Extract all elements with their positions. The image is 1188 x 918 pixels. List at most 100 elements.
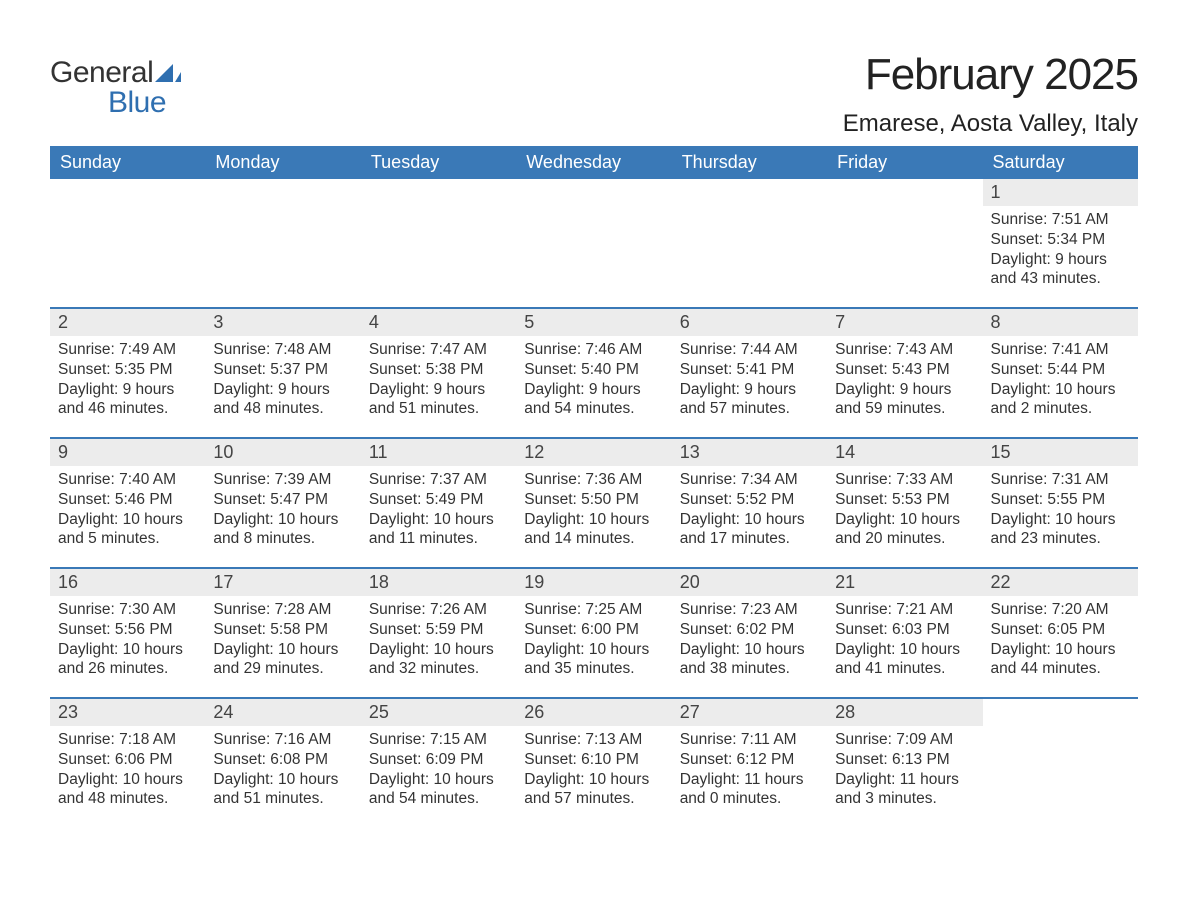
d2-line: and 35 minutes.: [524, 659, 663, 679]
d2-line: and 46 minutes.: [58, 399, 197, 419]
d1-line: Daylight: 10 hours: [369, 770, 508, 790]
day-body: Sunrise: 7:11 AMSunset: 6:12 PMDaylight:…: [672, 726, 827, 809]
day-body: Sunrise: 7:34 AMSunset: 5:52 PMDaylight:…: [672, 466, 827, 549]
day-cell: 16Sunrise: 7:30 AMSunset: 5:56 PMDayligh…: [50, 569, 205, 697]
day-number: 25: [361, 699, 516, 726]
sunset-line: Sunset: 5:55 PM: [991, 490, 1130, 510]
sunrise-line: Sunrise: 7:47 AM: [369, 340, 508, 360]
weeks: ......1Sunrise: 7:51 AMSunset: 5:34 PMDa…: [50, 179, 1138, 827]
d1-line: Daylight: 10 hours: [58, 510, 197, 530]
d1-line: Daylight: 9 hours: [213, 380, 352, 400]
day-cell: 20Sunrise: 7:23 AMSunset: 6:02 PMDayligh…: [672, 569, 827, 697]
sunset-line: Sunset: 5:56 PM: [58, 620, 197, 640]
day-cell: .: [205, 179, 360, 307]
day-body: Sunrise: 7:30 AMSunset: 5:56 PMDaylight:…: [50, 596, 205, 679]
d2-line: and 57 minutes.: [524, 789, 663, 809]
sunrise-line: Sunrise: 7:36 AM: [524, 470, 663, 490]
location: Emarese, Aosta Valley, Italy: [843, 110, 1138, 138]
d2-line: and 48 minutes.: [58, 789, 197, 809]
day-number: 6: [672, 309, 827, 336]
day-body: Sunrise: 7:25 AMSunset: 6:00 PMDaylight:…: [516, 596, 671, 679]
week-row: 2Sunrise: 7:49 AMSunset: 5:35 PMDaylight…: [50, 307, 1138, 437]
sunrise-line: Sunrise: 7:28 AM: [213, 600, 352, 620]
calendar: SundayMondayTuesdayWednesdayThursdayFrid…: [50, 146, 1138, 827]
sunrise-line: Sunrise: 7:43 AM: [835, 340, 974, 360]
day-cell: .: [827, 179, 982, 307]
day-cell: 4Sunrise: 7:47 AMSunset: 5:38 PMDaylight…: [361, 309, 516, 437]
sunset-line: Sunset: 6:02 PM: [680, 620, 819, 640]
day-body: Sunrise: 7:31 AMSunset: 5:55 PMDaylight:…: [983, 466, 1138, 549]
day-cell: 28Sunrise: 7:09 AMSunset: 6:13 PMDayligh…: [827, 699, 982, 827]
sunset-line: Sunset: 5:49 PM: [369, 490, 508, 510]
sunset-line: Sunset: 5:37 PM: [213, 360, 352, 380]
day-number: 26: [516, 699, 671, 726]
d2-line: and 2 minutes.: [991, 399, 1130, 419]
d1-line: Daylight: 9 hours: [369, 380, 508, 400]
d2-line: and 32 minutes.: [369, 659, 508, 679]
day-number: 8: [983, 309, 1138, 336]
day-cell: .: [50, 179, 205, 307]
d1-line: Daylight: 11 hours: [680, 770, 819, 790]
day-cell: 18Sunrise: 7:26 AMSunset: 5:59 PMDayligh…: [361, 569, 516, 697]
d1-line: Daylight: 10 hours: [680, 640, 819, 660]
month-title: February 2025: [843, 50, 1138, 100]
sunrise-line: Sunrise: 7:30 AM: [58, 600, 197, 620]
d2-line: and 38 minutes.: [680, 659, 819, 679]
day-number: 18: [361, 569, 516, 596]
d1-line: Daylight: 9 hours: [991, 250, 1130, 270]
sunrise-line: Sunrise: 7:48 AM: [213, 340, 352, 360]
day-cell: 25Sunrise: 7:15 AMSunset: 6:09 PMDayligh…: [361, 699, 516, 827]
sunset-line: Sunset: 6:00 PM: [524, 620, 663, 640]
d1-line: Daylight: 10 hours: [991, 510, 1130, 530]
week-row: 9Sunrise: 7:40 AMSunset: 5:46 PMDaylight…: [50, 437, 1138, 567]
sunrise-line: Sunrise: 7:39 AM: [213, 470, 352, 490]
sunrise-line: Sunrise: 7:23 AM: [680, 600, 819, 620]
day-body: Sunrise: 7:21 AMSunset: 6:03 PMDaylight:…: [827, 596, 982, 679]
day-number: 19: [516, 569, 671, 596]
day-body: Sunrise: 7:46 AMSunset: 5:40 PMDaylight:…: [516, 336, 671, 419]
weekday-header: Thursday: [672, 146, 827, 179]
day-cell: 2Sunrise: 7:49 AMSunset: 5:35 PMDaylight…: [50, 309, 205, 437]
day-number: 24: [205, 699, 360, 726]
day-number: 27: [672, 699, 827, 726]
day-cell: 26Sunrise: 7:13 AMSunset: 6:10 PMDayligh…: [516, 699, 671, 827]
d1-line: Daylight: 9 hours: [835, 380, 974, 400]
d2-line: and 51 minutes.: [369, 399, 508, 419]
d2-line: and 29 minutes.: [213, 659, 352, 679]
d1-line: Daylight: 10 hours: [991, 380, 1130, 400]
sunset-line: Sunset: 6:06 PM: [58, 750, 197, 770]
day-cell: 21Sunrise: 7:21 AMSunset: 6:03 PMDayligh…: [827, 569, 982, 697]
d1-line: Daylight: 10 hours: [991, 640, 1130, 660]
sunrise-line: Sunrise: 7:31 AM: [991, 470, 1130, 490]
week-row: 23Sunrise: 7:18 AMSunset: 6:06 PMDayligh…: [50, 697, 1138, 827]
sunset-line: Sunset: 5:43 PM: [835, 360, 974, 380]
day-body: Sunrise: 7:41 AMSunset: 5:44 PMDaylight:…: [983, 336, 1138, 419]
sunset-line: Sunset: 6:09 PM: [369, 750, 508, 770]
sunset-line: Sunset: 5:38 PM: [369, 360, 508, 380]
d2-line: and 48 minutes.: [213, 399, 352, 419]
day-cell: 10Sunrise: 7:39 AMSunset: 5:47 PMDayligh…: [205, 439, 360, 567]
day-body: Sunrise: 7:49 AMSunset: 5:35 PMDaylight:…: [50, 336, 205, 419]
d1-line: Daylight: 10 hours: [213, 510, 352, 530]
sunset-line: Sunset: 5:47 PM: [213, 490, 352, 510]
d1-line: Daylight: 10 hours: [369, 510, 508, 530]
day-body: Sunrise: 7:28 AMSunset: 5:58 PMDaylight:…: [205, 596, 360, 679]
sunset-line: Sunset: 5:40 PM: [524, 360, 663, 380]
day-number: 11: [361, 439, 516, 466]
weekday-header: Friday: [827, 146, 982, 179]
d1-line: Daylight: 9 hours: [680, 380, 819, 400]
sunset-line: Sunset: 5:35 PM: [58, 360, 197, 380]
d2-line: and 43 minutes.: [991, 269, 1130, 289]
day-body: Sunrise: 7:37 AMSunset: 5:49 PMDaylight:…: [361, 466, 516, 549]
day-number: 5: [516, 309, 671, 336]
weekday-header: Wednesday: [516, 146, 671, 179]
sunset-line: Sunset: 6:12 PM: [680, 750, 819, 770]
title-block: February 2025 Emarese, Aosta Valley, Ita…: [843, 50, 1138, 138]
weekday-row: SundayMondayTuesdayWednesdayThursdayFrid…: [50, 146, 1138, 179]
d2-line: and 54 minutes.: [524, 399, 663, 419]
sunrise-line: Sunrise: 7:33 AM: [835, 470, 974, 490]
d1-line: Daylight: 10 hours: [524, 770, 663, 790]
d2-line: and 8 minutes.: [213, 529, 352, 549]
sunset-line: Sunset: 5:52 PM: [680, 490, 819, 510]
sunset-line: Sunset: 6:13 PM: [835, 750, 974, 770]
